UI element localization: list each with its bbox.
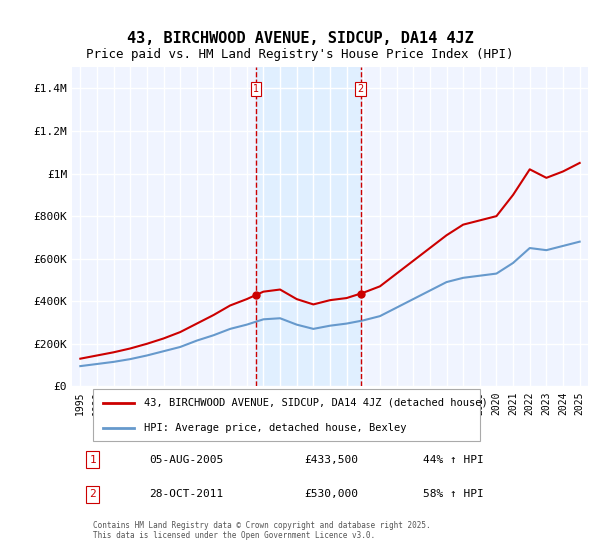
Text: £530,000: £530,000: [304, 489, 358, 500]
Text: 43, BIRCHWOOD AVENUE, SIDCUP, DA14 4JZ (detached house): 43, BIRCHWOOD AVENUE, SIDCUP, DA14 4JZ (…: [144, 398, 488, 408]
Text: 1: 1: [89, 455, 96, 465]
Text: 28-OCT-2011: 28-OCT-2011: [149, 489, 224, 500]
FancyBboxPatch shape: [92, 389, 479, 441]
Text: Contains HM Land Registry data © Crown copyright and database right 2025.
This d: Contains HM Land Registry data © Crown c…: [92, 521, 430, 540]
Text: 58% ↑ HPI: 58% ↑ HPI: [423, 489, 484, 500]
Bar: [256, 67, 361, 386]
Text: £433,500: £433,500: [304, 455, 358, 465]
Text: 43, BIRCHWOOD AVENUE, SIDCUP, DA14 4JZ: 43, BIRCHWOOD AVENUE, SIDCUP, DA14 4JZ: [127, 31, 473, 46]
Text: Price paid vs. HM Land Registry's House Price Index (HPI): Price paid vs. HM Land Registry's House …: [86, 48, 514, 60]
Text: 44% ↑ HPI: 44% ↑ HPI: [423, 455, 484, 465]
Text: 1: 1: [253, 84, 260, 94]
Text: 2: 2: [358, 84, 364, 94]
Text: 05-AUG-2005: 05-AUG-2005: [149, 455, 224, 465]
Text: 2: 2: [89, 489, 96, 500]
Text: HPI: Average price, detached house, Bexley: HPI: Average price, detached house, Bexl…: [144, 423, 407, 433]
